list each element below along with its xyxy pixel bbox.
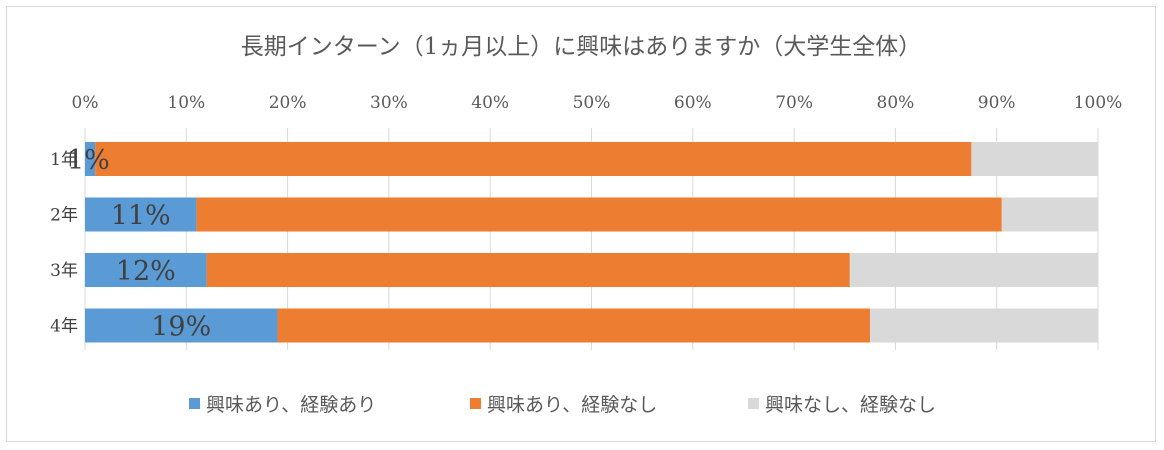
x-tick-label: 40% — [471, 93, 509, 113]
x-tick-label: 0% — [72, 93, 99, 113]
data-label: 12% — [116, 256, 176, 287]
bar-segment — [95, 142, 972, 176]
bar-segment — [85, 253, 207, 287]
legend-swatch — [748, 398, 759, 409]
category-label: 2年 — [50, 206, 78, 226]
x-tick-label: 10% — [167, 93, 205, 113]
x-tick-label: 60% — [674, 93, 712, 113]
category-label: 3年 — [50, 261, 78, 281]
bar-segment — [971, 142, 1098, 176]
data-labels: 1%11% 12% 19% — [67, 145, 211, 343]
data-label: 19% — [151, 312, 211, 343]
bar-segment — [849, 253, 1098, 287]
category-label: 4年 — [50, 317, 78, 337]
legend: 興味あり、経験あり 興味あり、経験なし 興味なし、経験なし — [189, 394, 936, 416]
x-tick-label: 90% — [978, 93, 1016, 113]
legend-label: 興味あり、経験あり — [206, 394, 376, 416]
x-tick-label: 100% — [1074, 93, 1123, 113]
bar-segment — [206, 253, 850, 287]
legend-label: 興味あり、経験なし — [487, 394, 657, 416]
bars — [85, 142, 1098, 343]
legend-swatch — [189, 398, 200, 409]
bar-segment — [85, 197, 197, 232]
bar-segment — [1001, 197, 1098, 232]
x-tick-label: 20% — [269, 93, 307, 113]
legend-swatch — [470, 398, 481, 409]
x-tick-label: 80% — [877, 93, 915, 113]
x-tick-label: 50% — [573, 93, 611, 113]
x-tick-label: 70% — [775, 93, 813, 113]
x-tick-label: 30% — [370, 93, 408, 113]
category-labels: 1年 2年 3年 4年 — [50, 150, 78, 337]
bar-segment — [85, 308, 278, 343]
data-label: 11% — [111, 201, 171, 232]
data-label: 1% — [67, 145, 110, 176]
bar-segment — [277, 308, 871, 343]
bar-segment — [870, 308, 1098, 343]
bar-segment — [196, 197, 1002, 232]
x-axis-tick-labels: 0% 10% 20% 30% 40% 50% 60% 70% 80% 90% 100% — [72, 93, 1123, 113]
chart-title: 長期インターン（1ヵ月以上）に興味はありますか（大学生全体） — [241, 34, 921, 60]
legend-label: 興味なし、経験なし — [765, 394, 936, 416]
bar-segment — [85, 142, 96, 176]
category-label: 1年 — [50, 150, 78, 170]
